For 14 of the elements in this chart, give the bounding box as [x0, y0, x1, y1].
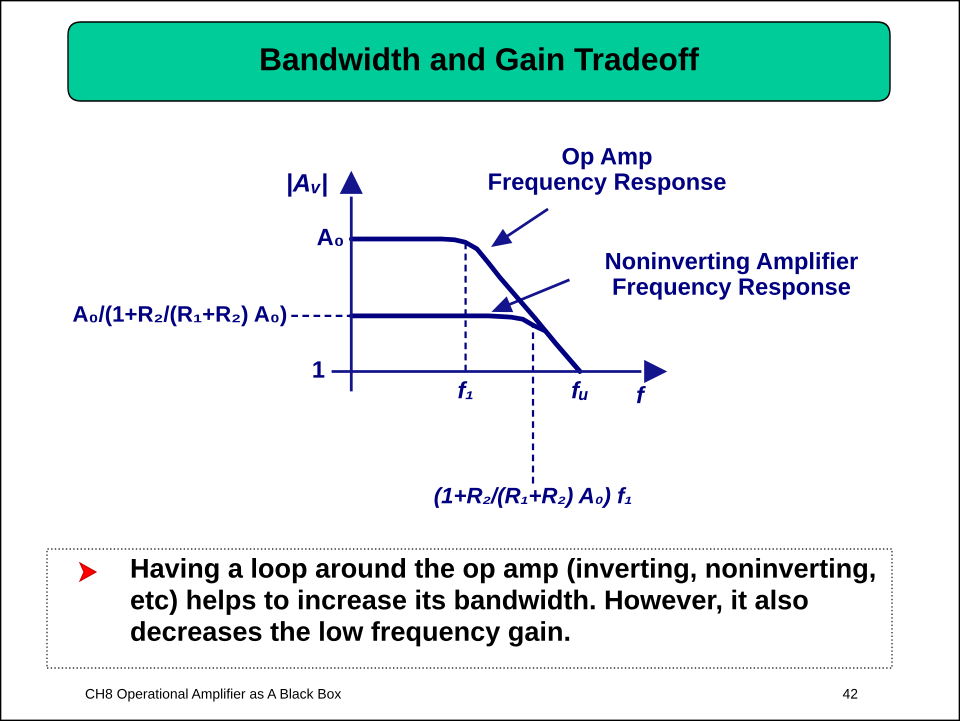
text: Op Amp Frequency Response [489, 148, 726, 195]
text: 1 [313, 361, 324, 378]
x-tick-label: f₁ [458, 381, 473, 400]
x-axis-title: f [636, 386, 646, 404]
text: Having a loop around the op amp (inverting, noninverting, etc) helps to increase its bandwidth. However, it also decreases the low frequency gain. [131, 558, 874, 647]
text: Noninverting Amplifier Frequency Response [606, 252, 858, 300]
text: 42 [842, 688, 858, 699]
y-axis-title: |Aᵥ| [288, 173, 326, 197]
text: A₀ [317, 228, 343, 246]
text: (1+R₂/(R₁+R₂) A₀) f₁ [434, 487, 632, 508]
x-tick-label: fᵤ [572, 381, 588, 400]
text: A₀/(1+R₂/(R₁+R₂) A₀) [73, 305, 286, 326]
chart-title: Bandwidth and Gain Tradeoff [261, 47, 699, 70]
text: CH8 Operational Amplifier as A Black Box [86, 688, 342, 702]
